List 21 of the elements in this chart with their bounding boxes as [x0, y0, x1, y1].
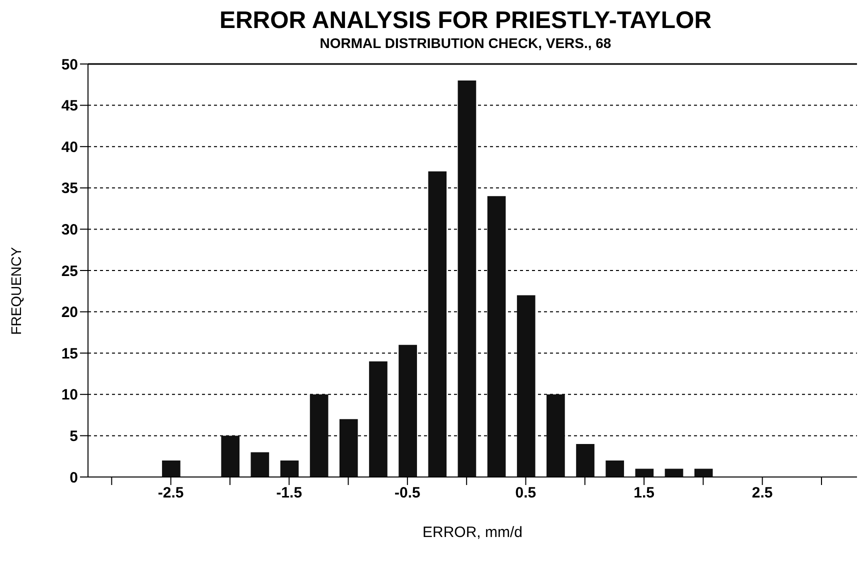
y-tick-label: 25 — [61, 262, 78, 280]
y-tick-label: 15 — [61, 345, 78, 362]
x-tick-label: 1.5 — [634, 484, 654, 502]
y-axis-title: FREQUENCY — [8, 246, 24, 334]
x-tick-label: -1.5 — [276, 484, 302, 502]
y-tick-label: 40 — [61, 138, 78, 156]
x-tick-label: -2.5 — [158, 484, 184, 502]
y-tick-label: 50 — [61, 56, 78, 74]
chart-title: ERROR ANALYSIS FOR PRIESTLY-TAYLOR — [218, 7, 713, 34]
x-tick-label: -0.5 — [394, 484, 420, 502]
y-tick-label: 5 — [70, 428, 78, 446]
y-tick-label: 10 — [61, 386, 78, 404]
x-tick-label: 0.5 — [515, 484, 536, 502]
y-tick-label: 0 — [70, 469, 78, 486]
chart-subtitle: NORMAL DISTRIBUTION CHECK, VERS., 68 — [318, 34, 612, 52]
x-tick-label: 2.5 — [752, 484, 773, 502]
y-tick-label: 20 — [61, 304, 78, 322]
y-tick-label: 30 — [61, 222, 78, 239]
y-tick-label: 35 — [61, 180, 78, 198]
y-tick-label: 45 — [61, 98, 78, 115]
x-axis-title: ERROR, mm/d — [422, 524, 523, 541]
